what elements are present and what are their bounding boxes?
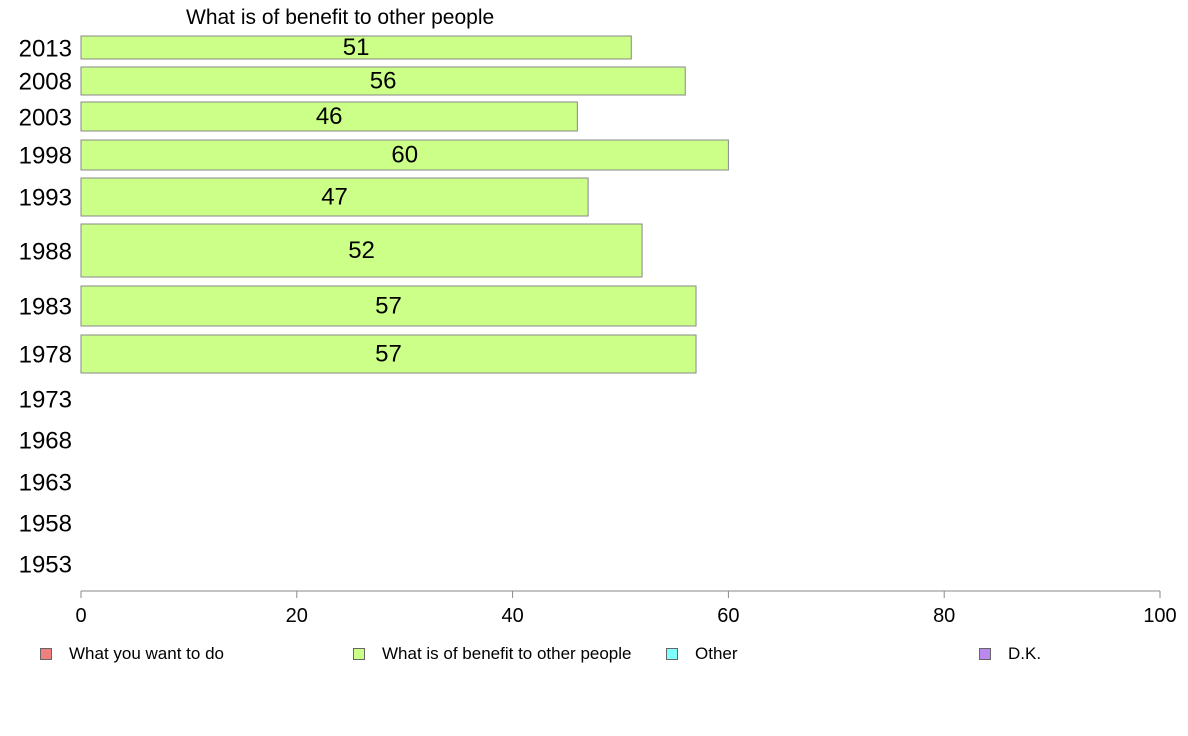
x-tick-label-40: 40 [501, 605, 523, 627]
bar-value-label-1988: 52 [348, 237, 375, 264]
legend: What you want to do What is of benefit t… [0, 644, 1188, 668]
category-label-1988: 1988 [19, 239, 72, 266]
bar-1988 [80, 223, 643, 278]
legend-label: Other [695, 644, 738, 663]
x-tick-label-0: 0 [75, 605, 86, 627]
legend-item-other: Other [666, 644, 738, 664]
bar-value-label-1998: 60 [391, 142, 418, 169]
bar-chart: 2013 2008 2003 1998 1993 1988 1983 1978 1973 1968… [19, 34, 1177, 627]
category-labels: 2013 2008 2003 1998 1993 1988 1983 1978 1973 1968… [19, 36, 72, 579]
legend-swatch [979, 648, 991, 660]
bar-value-label-2013: 51 [343, 34, 370, 61]
category-label-2008: 2008 [19, 69, 72, 96]
legend-label: What you want to do [69, 644, 224, 663]
chart-title: What is of benefit to other people [186, 6, 495, 29]
category-label-2003: 2003 [19, 105, 72, 132]
legend-label: What is of benefit to other people [382, 644, 632, 663]
legend-item-what-you-want: What you want to do [40, 644, 224, 664]
category-label-1963: 1963 [19, 470, 72, 497]
category-label-1953: 1953 [19, 552, 72, 579]
x-tick-label-20: 20 [286, 605, 308, 627]
x-axis: 0 20 40 60 80 100 [75, 590, 1177, 627]
bar-value-label-1978: 57 [375, 341, 402, 368]
category-label-1983: 1983 [19, 294, 72, 321]
legend-item-dk: D.K. [979, 644, 1041, 664]
category-label-1973: 1973 [19, 387, 72, 414]
bar-1998 [80, 139, 729, 171]
bar-value-label-1993: 47 [321, 184, 348, 211]
x-tick-label-100: 100 [1143, 605, 1176, 627]
category-label-1998: 1998 [19, 143, 72, 170]
bars [80, 35, 729, 374]
legend-swatch [40, 648, 52, 660]
legend-label: D.K. [1008, 644, 1042, 663]
legend-swatch [666, 648, 678, 660]
category-label-1978: 1978 [19, 342, 72, 369]
bar-1993 [80, 177, 589, 217]
x-tick-label-80: 80 [933, 605, 955, 627]
bar-1983 [80, 285, 697, 327]
category-label-1993: 1993 [19, 185, 72, 212]
legend-item-benefit-others: What is of benefit to other people [353, 644, 632, 664]
bar-value-label-1983: 57 [375, 293, 402, 320]
legend-swatch [353, 648, 365, 660]
bar-1978 [80, 334, 697, 374]
category-label-1968: 1968 [19, 428, 72, 455]
category-label-1958: 1958 [19, 511, 72, 538]
bar-value-label-2008: 56 [370, 68, 397, 95]
bar-2008 [80, 66, 686, 96]
bar-2003 [80, 101, 578, 132]
x-tick-label-60: 60 [717, 605, 739, 627]
bar-value-label-2003: 46 [316, 103, 343, 130]
bar-2013 [80, 35, 632, 60]
category-label-2013: 2013 [19, 36, 72, 63]
